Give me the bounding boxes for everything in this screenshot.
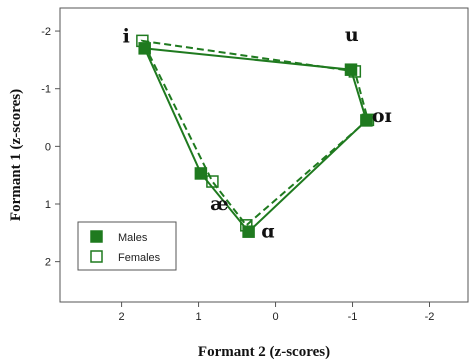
legend: Males Females — [77, 221, 177, 271]
legend-label-males: Males — [118, 232, 148, 244]
x-axis-title: Formant 2 (z-scores) — [198, 344, 330, 360]
vowel-label: oɪ — [372, 105, 392, 127]
vowel-label: u — [345, 24, 359, 46]
y-tick-label: 0 — [45, 141, 51, 153]
legend-marker-females — [90, 250, 103, 263]
point-males-i — [138, 42, 151, 55]
point-males-ɑ — [242, 225, 255, 238]
y-axis-title: Formant 1 (z-scores) — [8, 89, 24, 221]
vowel-label: i — [123, 26, 130, 48]
y-tick-label: -2 — [41, 26, 51, 38]
x-tick-label: -2 — [425, 311, 435, 323]
point-males-æ — [194, 167, 208, 180]
y-tick-label: -1 — [41, 84, 51, 96]
vowel-label: æ — [210, 193, 229, 215]
legend-label-females: Females — [118, 252, 161, 264]
point-males-oɪ — [360, 114, 373, 127]
series-layer — [136, 34, 375, 238]
x-tick-label: 2 — [119, 311, 125, 323]
axis-ticks: 2 1 0 -1 -2 -2 -1 0 1 2 — [41, 26, 434, 323]
point-males-u — [344, 63, 358, 76]
legend-box — [77, 221, 177, 271]
y-tick-label: 1 — [45, 199, 51, 211]
series-line-females — [140, 39, 370, 227]
x-tick-label: 1 — [196, 311, 202, 323]
y-tick-label: 2 — [45, 257, 51, 269]
vowel-labels: i u oɪ ɑ æ — [123, 24, 392, 243]
vowel-label: ɑ — [261, 220, 274, 242]
point-females-æ — [206, 175, 219, 188]
x-tick-label: -1 — [348, 311, 358, 323]
x-tick-label: 0 — [272, 311, 278, 323]
legend-marker-males — [90, 230, 103, 243]
